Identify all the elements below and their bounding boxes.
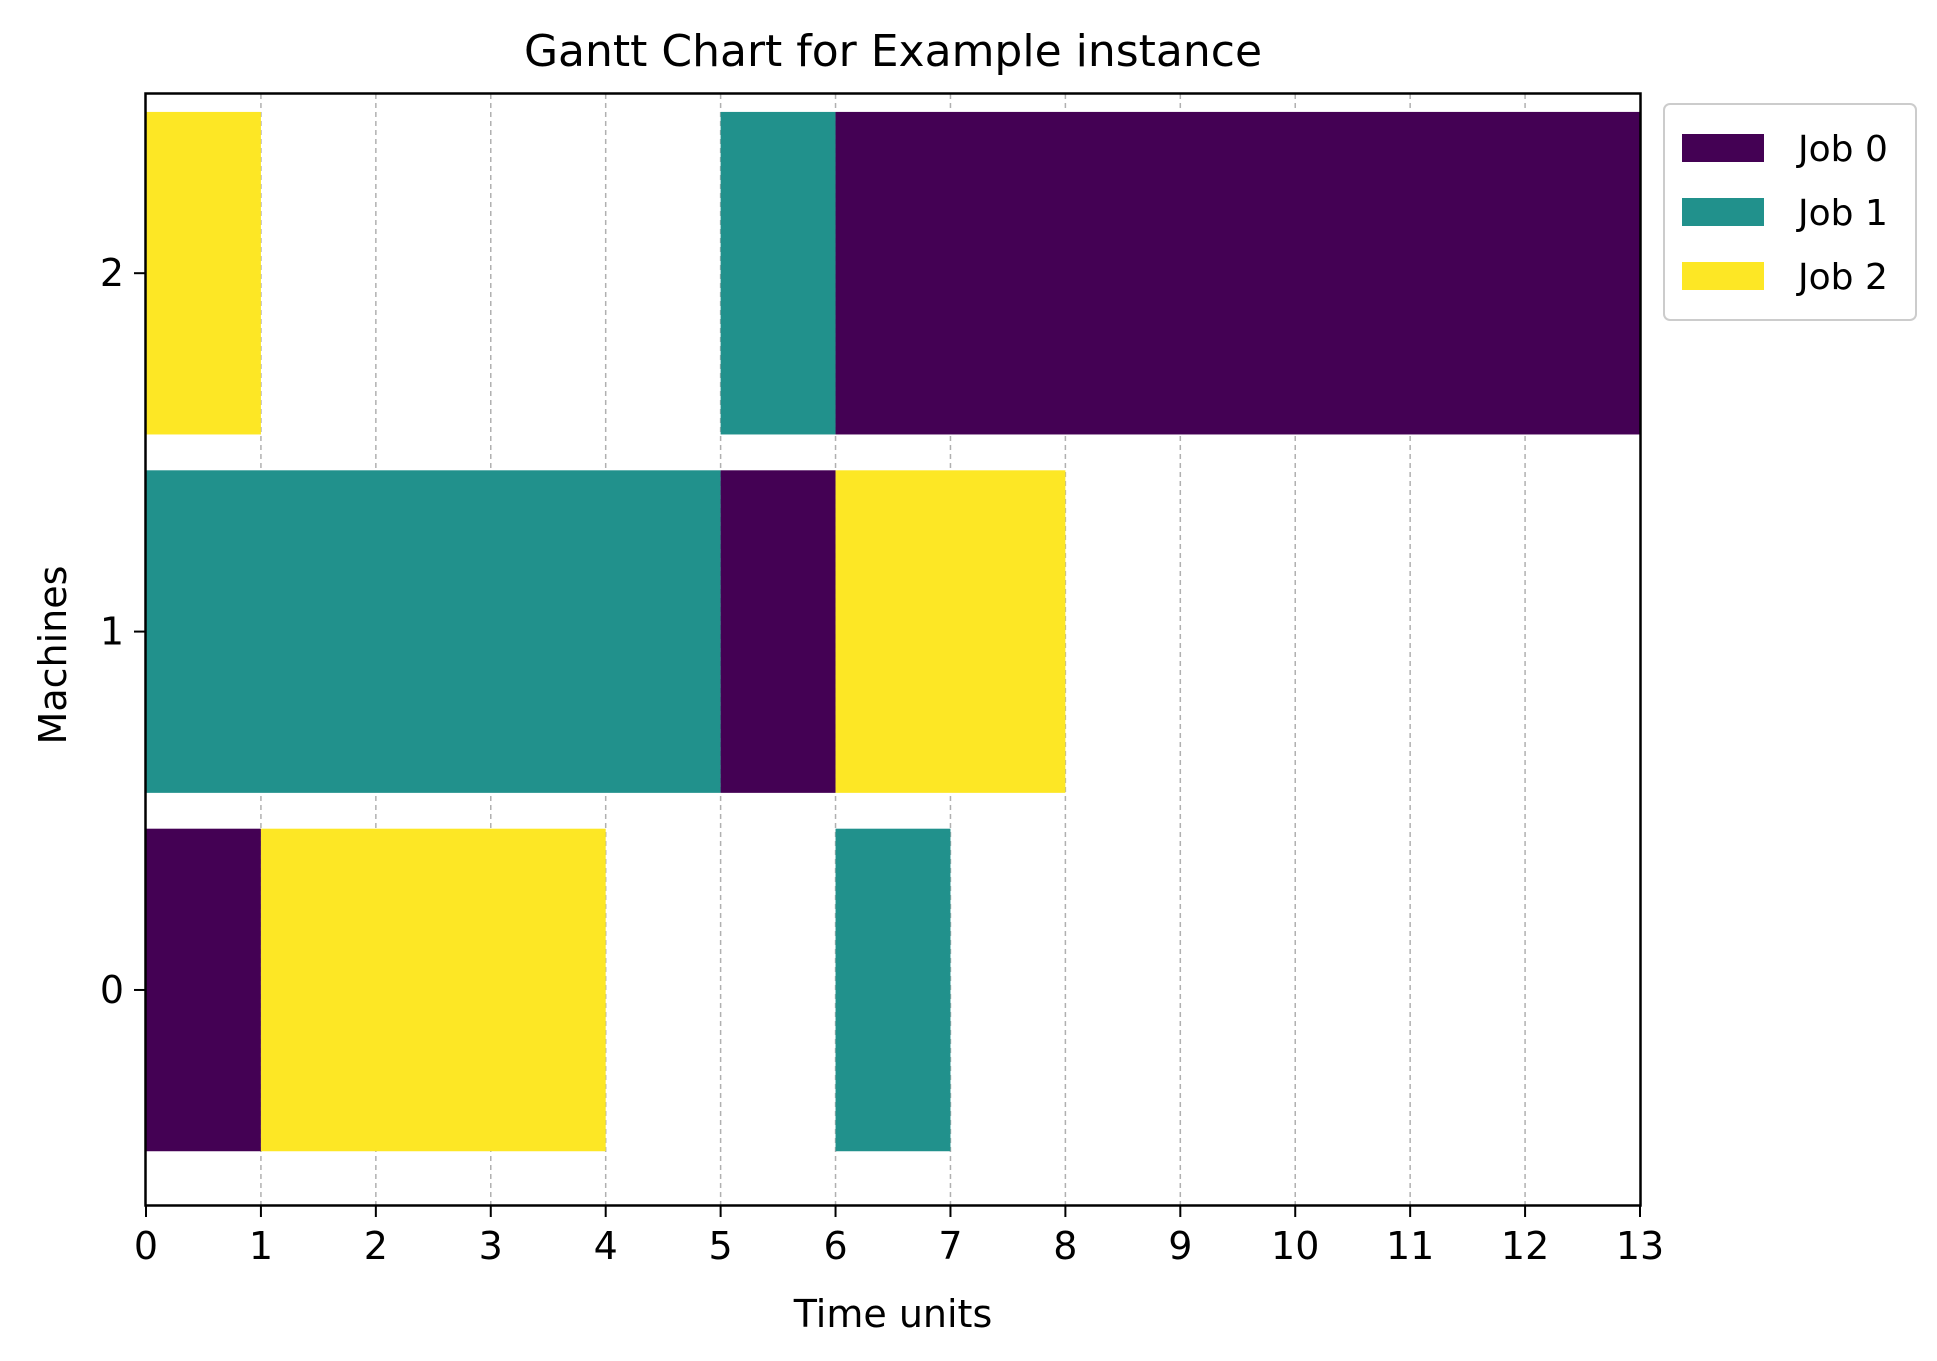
task-bar-machine-1-job-1 [146,470,721,793]
legend-label-job-1: Job 1 [1796,193,1888,234]
task-bar-machine-1-job-0 [720,470,836,793]
plot-frame [144,92,1642,1207]
task-bar-machine-2-job-2 [146,111,261,435]
y-tick-label: 0 [100,968,124,1012]
x-tick-label: 4 [594,1224,618,1268]
x-axis-label: Time units [793,1292,993,1336]
task-bar-machine-0-job-1 [835,828,951,1152]
task-bar-machine-2-job-1 [720,111,836,435]
x-tick-label: 0 [134,1224,158,1268]
task-bar-machine-2-job-0 [835,111,1640,435]
legend: Job 0 Job 1 Job 2 [1663,103,1917,321]
legend-label-job-0: Job 0 [1796,129,1888,170]
x-tick-label: 2 [364,1224,388,1268]
legend-swatch-job-1 [1682,198,1764,226]
x-tick-label: 13 [1616,1224,1664,1268]
x-tick-label: 10 [1271,1224,1319,1268]
x-tick-label: 12 [1501,1224,1549,1268]
y-axis-label: Machines [31,566,75,745]
chart-title: Gantt Chart for Example instance [524,26,1262,77]
task-bar-machine-0-job-2 [260,828,606,1152]
task-bar-machine-1-job-2 [835,470,1066,793]
y-tick-label: 1 [100,610,124,654]
task-bar-machine-0-job-0 [146,828,261,1152]
x-tick-label: 3 [479,1224,503,1268]
legend-label-job-2: Job 2 [1796,257,1888,298]
x-tick-label: 7 [938,1224,962,1268]
x-tick-label: 1 [249,1224,273,1268]
legend-swatch-job-2 [1682,262,1764,290]
legend-swatch-job-0 [1682,134,1764,162]
y-tick-label: 2 [100,251,124,295]
x-tick-label: 11 [1386,1224,1434,1268]
x-tick-label: 9 [1168,1224,1192,1268]
x-tick-label: 5 [709,1224,733,1268]
task-bars [146,111,1640,1152]
x-tick-label: 8 [1053,1224,1077,1268]
x-tick-label: 6 [823,1224,847,1268]
